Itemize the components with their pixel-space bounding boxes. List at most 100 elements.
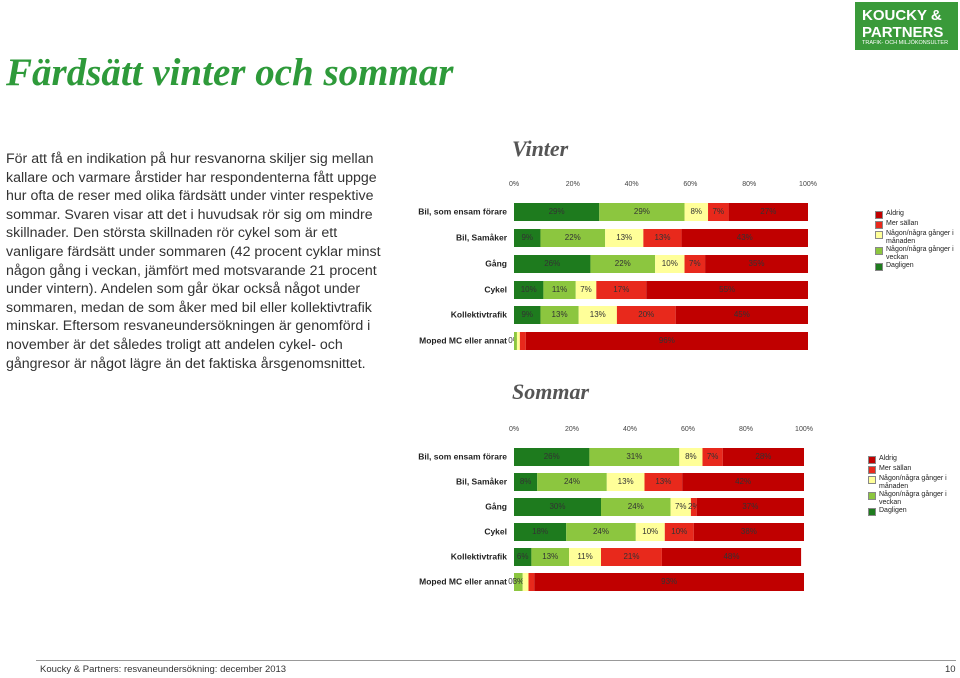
value-label: 21% (623, 552, 639, 561)
category-label: Bil, som ensam förare (418, 451, 507, 461)
value-label: 38% (741, 527, 757, 536)
bar-segment (537, 473, 607, 491)
value-label: 10% (662, 259, 678, 268)
bar-segment (525, 332, 808, 350)
logo-text: KOUCKY & PARTNERS (862, 7, 944, 41)
x-tick-label: 100% (795, 426, 813, 433)
bar-segment (514, 448, 590, 466)
value-label: 8% (690, 207, 702, 216)
value-label: 31% (626, 452, 642, 461)
bar-segment (531, 548, 570, 566)
x-tick-label: 0% (509, 426, 519, 433)
bar-segment (684, 255, 706, 273)
x-tick-label: 40% (625, 181, 639, 188)
bar-segment (702, 448, 723, 466)
bar-segment (540, 306, 579, 324)
bar-segment (514, 498, 601, 516)
value-label: 6% (517, 552, 529, 561)
legend-label: Någon/några gånger i veckan (879, 491, 947, 506)
value-label: 30% (549, 502, 565, 511)
legend-entry: Aldrig (875, 210, 957, 219)
legend-label: Mer sällan (886, 220, 919, 227)
footer-rule (36, 660, 956, 661)
bar-segment (670, 498, 691, 516)
value-label: 7% (689, 259, 701, 268)
value-label: 7% (675, 502, 687, 511)
value-label: 18% (532, 527, 548, 536)
value-label: 11% (552, 285, 567, 294)
value-label: 35% (749, 259, 765, 268)
category-label: Gång (485, 258, 507, 268)
bar-segment (605, 229, 644, 247)
legend-entry: Mer sällan (875, 220, 957, 229)
value-label: 26% (544, 452, 560, 461)
bar-segment (684, 203, 709, 221)
category-label: Kollektivtrafik (451, 309, 507, 319)
value-label: 11% (577, 552, 592, 561)
logo: KOUCKY & PARTNERS TRAFIK- OCH MILJÖKONSU… (855, 2, 958, 50)
value-label: 24% (628, 502, 644, 511)
value-label: 27% (760, 207, 776, 216)
bar-segment (540, 229, 606, 247)
bar-segment (528, 573, 535, 591)
legend-swatch (875, 263, 883, 271)
page-number: 10 (945, 664, 956, 675)
bar-segment (635, 523, 665, 541)
legend-label: Dagligen (886, 262, 914, 269)
legend-swatch (875, 247, 883, 255)
value-label: 22% (565, 233, 581, 242)
bar-segment (514, 306, 541, 324)
slide-title: Färdsätt vinter och sommar (6, 51, 454, 94)
value-label: 3% (513, 577, 525, 586)
value-label: 10% (671, 527, 687, 536)
value-label: 20% (638, 310, 654, 319)
legend-swatch (868, 508, 876, 516)
value-label: 13% (654, 233, 670, 242)
bar-segment (728, 203, 808, 221)
bar-segment (596, 281, 647, 299)
category-label: Cykel (484, 284, 507, 294)
legend: Aldrig Mer sällan Någon/några gånger i mån… (868, 455, 950, 517)
bar-segment (643, 229, 682, 247)
legend-label: Dagligen (879, 507, 907, 514)
bar-segment (599, 203, 685, 221)
bar-segment (569, 548, 601, 566)
value-label: 10% (521, 285, 537, 294)
bar-segment (693, 523, 804, 541)
value-label: 24% (564, 477, 580, 486)
legend-entry: Dagligen (875, 262, 957, 271)
bar-segment (543, 281, 576, 299)
bar-segment (601, 498, 671, 516)
legend-label: Någon/några gånger i månaden (879, 475, 947, 490)
x-tick-label: 60% (681, 426, 695, 433)
bar-segment (682, 473, 804, 491)
bar-segment (606, 473, 645, 491)
x-tick-label: 80% (739, 426, 753, 433)
value-label: 93% (661, 577, 677, 586)
category-label: Bil, som ensam förare (418, 206, 507, 216)
value-label: 9% (521, 233, 533, 242)
bar-segment (675, 306, 808, 324)
bar-segment (708, 203, 729, 221)
category-label: Moped MC eller annat (419, 576, 507, 586)
value-label: 26% (544, 259, 560, 268)
value-label: 17% (613, 285, 629, 294)
bar-segment (705, 255, 808, 273)
chart-title: Sommar (512, 379, 589, 404)
legend-label: Aldrig (879, 455, 897, 462)
bar-segment (516, 332, 520, 350)
value-label: 7% (580, 285, 592, 294)
value-label: 13% (542, 552, 558, 561)
value-label: 13% (552, 310, 568, 319)
value-label: 96% (659, 336, 675, 345)
category-label: Bil, Samåker (456, 232, 508, 242)
value-label: 7% (707, 452, 719, 461)
legend-label: Aldrig (886, 210, 904, 217)
bar-segment (590, 255, 656, 273)
legend-entry: Mer sällan (868, 465, 950, 474)
legend-entry: Aldrig (868, 455, 950, 464)
legend-swatch (868, 466, 876, 474)
bar-segment (519, 332, 526, 350)
bar-segment (661, 548, 802, 566)
